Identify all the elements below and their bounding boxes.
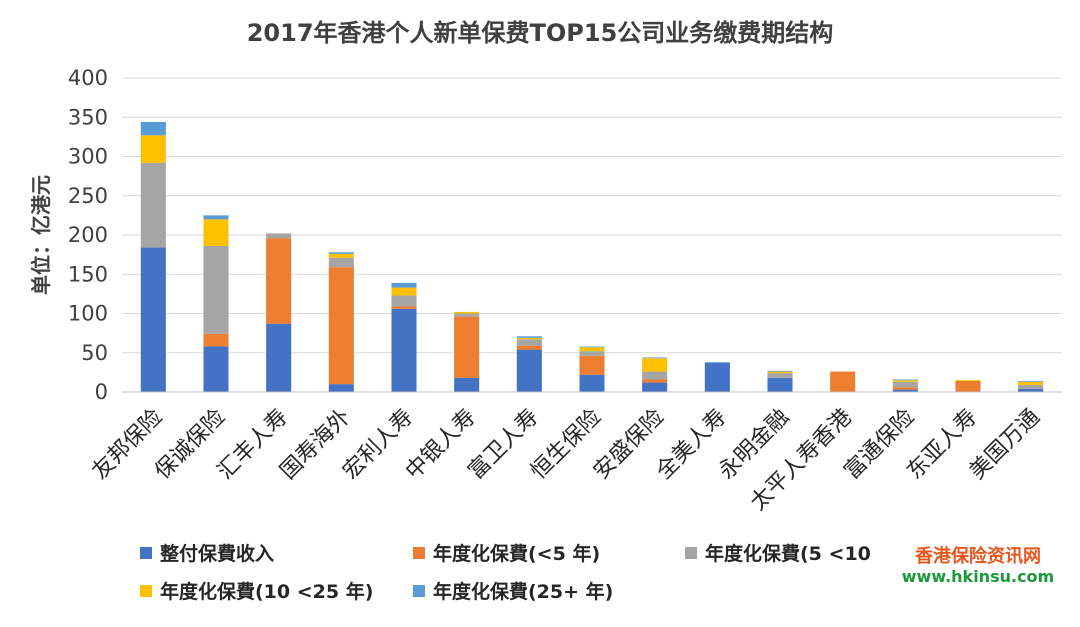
y-tick-label: 0 <box>95 380 108 404</box>
legend: 整付保費收入 年度化保費(<5 年) 年度化保費(5 <10 年度化保費(10 <25… <box>140 542 871 603</box>
bar-segment <box>140 121 166 136</box>
y-tick-label: 200 <box>68 223 108 247</box>
y-axis-ticks: 0 50 100 150 200 250 300 350 400 <box>68 66 108 404</box>
bar-segment <box>391 308 417 392</box>
bar-segment <box>516 345 542 350</box>
bar-segment <box>516 336 542 338</box>
legend-swatch <box>140 547 152 559</box>
bar-segment <box>642 357 668 359</box>
bar-segment <box>642 358 668 372</box>
bar-segment <box>140 247 166 392</box>
bar-segment <box>516 337 542 340</box>
bar-segment <box>1018 384 1044 389</box>
bar-segment <box>642 382 668 392</box>
watermark-site-name: 香港保险资讯网 <box>914 545 1041 567</box>
y-tick-label: 150 <box>68 262 108 286</box>
y-tick-label: 100 <box>68 302 108 326</box>
bar-segment <box>767 373 793 378</box>
bar-segment <box>704 362 730 363</box>
bar-segment <box>266 233 292 239</box>
y-tick-label: 50 <box>81 341 108 365</box>
bar-segment <box>391 295 417 307</box>
bar-segment <box>454 313 480 317</box>
legend-label: 年度化保費(10 <25 年) <box>160 580 373 603</box>
bar-segment <box>830 371 856 392</box>
bar-segment <box>704 362 730 392</box>
legend-label: 年度化保費(25+ 年) <box>433 580 613 603</box>
legend-swatch <box>140 585 152 597</box>
bar-segment <box>955 381 981 392</box>
watermark: 香港保险资讯网 www.hkinsu.com <box>902 545 1054 586</box>
bar-segment <box>1018 381 1044 382</box>
y-tick-label: 250 <box>68 184 108 208</box>
y-tick-label: 350 <box>68 105 108 129</box>
bar-segment <box>454 311 480 314</box>
bar-segment <box>391 282 417 288</box>
y-axis-title: 单位：亿港元 <box>29 175 53 295</box>
y-tick-label: 300 <box>68 145 108 169</box>
bar-segment <box>454 377 480 392</box>
legend-label: 年度化保費(<5 年) <box>433 542 600 565</box>
bar-segment <box>767 371 793 374</box>
bar-segment <box>203 346 229 392</box>
bar-segment <box>1018 388 1044 392</box>
watermark-url: www.hkinsu.com <box>902 567 1054 586</box>
bar-segment <box>892 387 918 390</box>
bar-segment <box>892 381 918 388</box>
bar-segment <box>203 215 229 220</box>
bar-segment <box>140 162 166 248</box>
legend-swatch <box>413 585 425 597</box>
bar-segment <box>391 306 417 309</box>
chart-title: 2017年香港个人新单保费TOP15公司业务缴费期结构 <box>247 19 834 47</box>
bar-segment <box>328 257 354 268</box>
bar-segment <box>1018 381 1044 385</box>
bar-segment <box>328 384 354 392</box>
bar-segment <box>892 379 918 381</box>
legend-swatch <box>413 547 425 559</box>
bar-segment <box>328 267 354 385</box>
bar-segment <box>579 355 605 375</box>
bar-segment <box>203 245 229 334</box>
bar-segment <box>516 339 542 346</box>
bar-segment <box>328 253 354 258</box>
bar-segment <box>266 323 292 392</box>
bar-segment <box>266 238 292 324</box>
bar-segment <box>579 346 605 348</box>
bar-segment <box>767 377 793 392</box>
bar-segment <box>955 380 981 382</box>
y-tick-label: 400 <box>68 66 108 90</box>
bar-segment <box>579 374 605 392</box>
bar-segment <box>579 351 605 356</box>
legend-label: 整付保費收入 <box>160 542 274 565</box>
bar-segment <box>642 371 668 380</box>
bar-segment <box>767 370 793 372</box>
bar-segment <box>391 287 417 296</box>
bar-segment <box>579 347 605 352</box>
legend-swatch <box>685 547 697 559</box>
bar-segment <box>892 380 918 382</box>
bar-segment <box>642 379 668 383</box>
bar-segment <box>328 252 354 254</box>
bar-segment <box>140 135 166 163</box>
bars <box>140 121 1044 392</box>
bar-segment <box>203 219 229 246</box>
bar-segment <box>454 316 480 378</box>
bar-segment <box>516 349 542 392</box>
bar-segment <box>892 389 918 392</box>
legend-label: 年度化保費(5 <10 <box>705 542 871 565</box>
bar-segment <box>203 333 229 347</box>
